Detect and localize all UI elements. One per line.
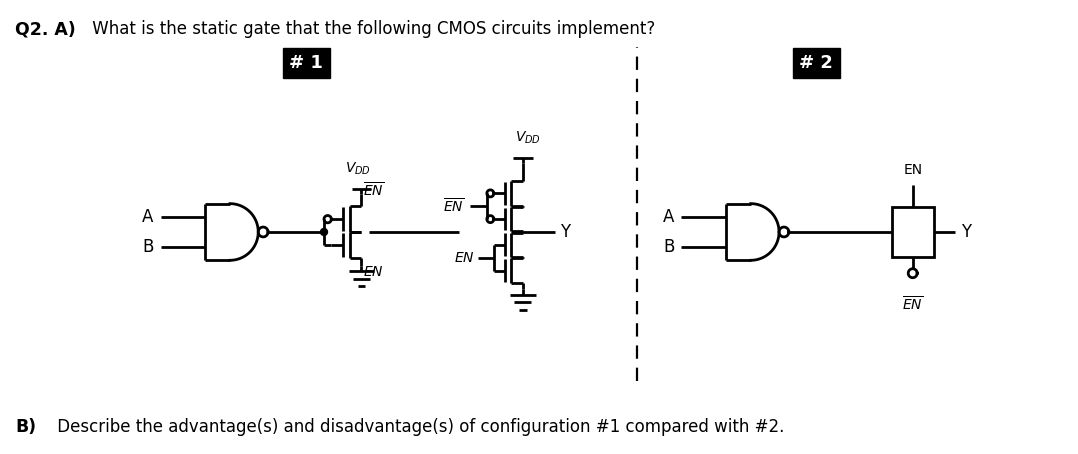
Text: What is the static gate that the following CMOS circuits implement?: What is the static gate that the followi… [87,20,655,38]
Text: B): B) [15,418,37,436]
Text: $EN$: $EN$ [454,251,474,265]
Text: # 1: # 1 [290,54,323,72]
Text: Q2. A): Q2. A) [15,20,75,38]
Text: Describe the advantage(s) and disadvantage(s) of configuration #1 compared with : Describe the advantage(s) and disadvanta… [52,418,785,436]
Text: A: A [142,207,154,226]
Text: B: B [663,238,675,256]
Text: EN: EN [903,163,923,178]
Text: A: A [663,207,675,226]
Text: $V_{DD}$: $V_{DD}$ [514,130,541,146]
Text: B: B [142,238,154,256]
Bar [892,207,934,257]
Text: Y: Y [962,223,971,241]
Text: $\overline{EN}$: $\overline{EN}$ [443,197,465,215]
Circle shape [320,228,328,236]
Text: $V_{DD}$: $V_{DD}$ [345,160,371,177]
Text: $\overline{EN}$: $\overline{EN}$ [902,296,923,314]
Text: Y: Y [561,223,570,241]
Text: $\overline{EN}$: $\overline{EN}$ [363,181,384,199]
Text: # 2: # 2 [800,54,833,72]
Text: $EN$: $EN$ [363,265,384,279]
